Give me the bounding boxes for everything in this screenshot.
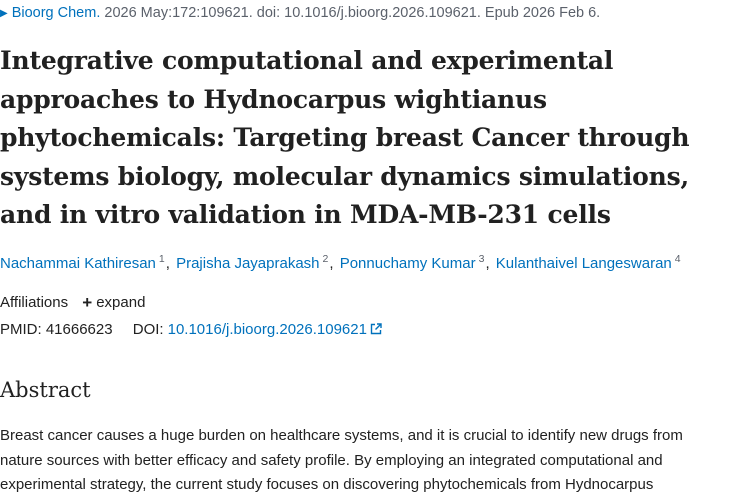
doi-link[interactable]: 10.1016/j.bioorg.2026.109621 [167, 321, 367, 338]
author-list: Nachammai Kathiresan 1, Prajisha Jayaprak… [0, 253, 681, 272]
abstract-line: Breast cancer causes a huge burden on he… [0, 427, 683, 444]
abstract-line: experimental strategy, the current study… [0, 476, 654, 493]
article-title: Integrative computational and experiment… [0, 42, 748, 235]
citation-line: ▶ Bioorg Chem. 2026 May:172:109621. doi: … [0, 5, 600, 21]
article-title-line: systems biology, molecular dynamics simu… [0, 161, 690, 191]
affiliations-label: Affiliations [0, 294, 69, 311]
author-affiliation-number[interactable]: 1 [158, 253, 165, 265]
triangle-right-icon[interactable]: ▶ [0, 8, 8, 19]
abstract-line: nature sources with better efficacy and … [0, 451, 663, 469]
article-title-line: approaches to Hydnocarpus wightianus [0, 84, 547, 114]
article-title-line: Integrative computational and experiment… [0, 46, 614, 75]
abstract-text: Breast cancer causes a huge burden on he… [0, 424, 750, 498]
journal-link[interactable]: Bioorg Chem. [11, 5, 101, 21]
article-title-line: and in vitro validation in MDA-MB-231 ce… [0, 200, 611, 229]
pmid-value: 41666623 [45, 321, 113, 338]
external-link-icon[interactable] [370, 323, 382, 335]
author-affiliation-number[interactable]: 3 [478, 253, 485, 265]
author-link[interactable]: Nachammai Kathiresan [0, 255, 156, 272]
abstract-heading: Abstract [0, 378, 91, 402]
expand-label: expand [96, 294, 146, 311]
identifiers-row: PMID: 41666623 DOI: 10.1016/j.bioorg.2026… [0, 321, 382, 338]
pmid-label: PMID: [0, 321, 42, 338]
author-link[interactable]: Ponnuchamy Kumar [339, 255, 476, 272]
citation-details: 2026 May:172:109621. doi: 10.1016/j.bioo… [104, 5, 601, 21]
expand-affiliations-button[interactable]: + expand [82, 293, 146, 312]
doi-label: DOI: [132, 321, 164, 338]
author-affiliation-number[interactable]: 2 [322, 253, 329, 265]
author-link[interactable]: Kulanthaivel Langeswaran [495, 255, 672, 272]
author-link[interactable]: Prajisha Jayaprakash [176, 255, 320, 272]
affiliations-row: Affiliations + expand [0, 293, 145, 313]
article-title-line: phytochemicals: Targeting breast Cancer … [0, 123, 690, 152]
plus-icon: + [82, 293, 93, 312]
author-affiliation-number[interactable]: 4 [674, 253, 681, 265]
